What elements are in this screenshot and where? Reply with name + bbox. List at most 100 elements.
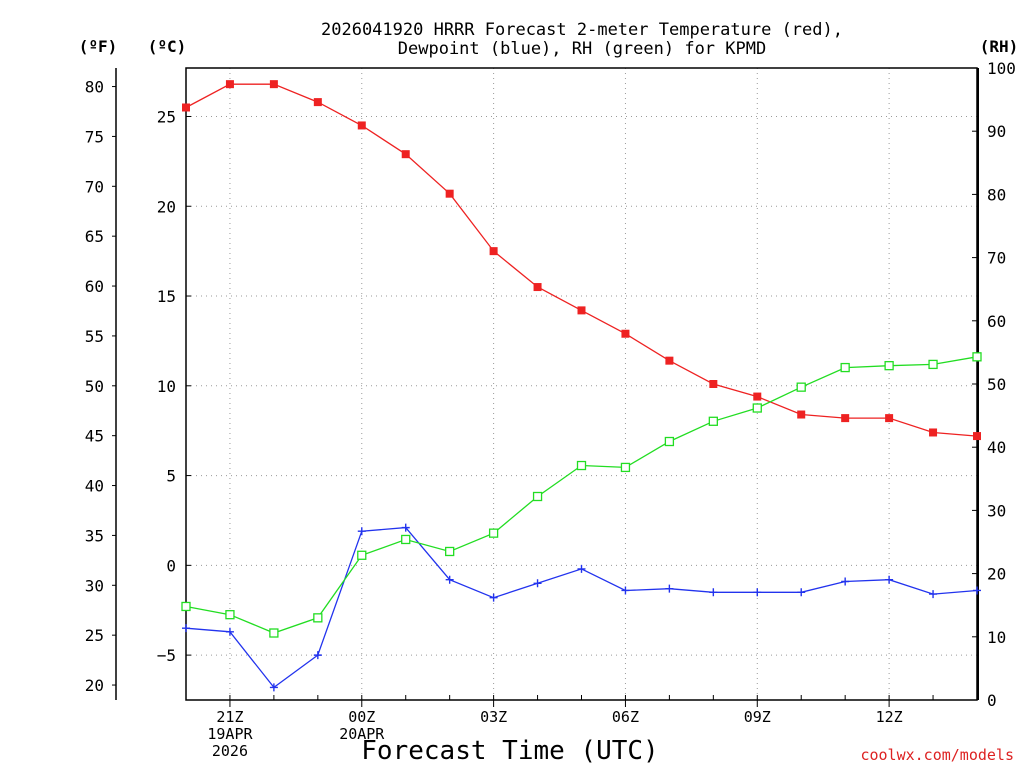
celsius-tick-label: 25 (157, 107, 176, 126)
fahrenheit-tick-label: 40 (85, 477, 104, 496)
rh-point (752, 403, 762, 413)
dewpoint-point (577, 564, 586, 573)
axes: 807570656055504540353025202520151050−510… (85, 59, 1016, 760)
rh-point (313, 613, 323, 623)
rh-point (181, 601, 191, 612)
dewpoint-point (445, 575, 454, 584)
plot-frame (185, 67, 978, 701)
x-tick-label: 20APR (339, 725, 385, 743)
dewpoint-point (753, 588, 762, 597)
x-tick-label: 21Z (216, 708, 243, 726)
gridlines (186, 68, 977, 700)
x-tick-label: 09Z (744, 708, 771, 726)
rh-point (488, 528, 499, 538)
temperature-point (709, 380, 718, 388)
temperature-point (577, 306, 586, 315)
series-dewpoint (182, 523, 981, 692)
temperature-point (533, 283, 542, 292)
rh-tick-label: 0 (987, 691, 997, 710)
dewpoint-point (621, 586, 630, 595)
fahrenheit-tick-label: 45 (85, 427, 104, 446)
chart-title-line1: 2026041920 HRRR Forecast 2-meter Tempera… (321, 20, 843, 40)
dewpoint-point (841, 577, 850, 586)
rh-tick-label: 30 (987, 501, 1006, 520)
fahrenheit-tick-label: 25 (85, 626, 104, 645)
fahrenheit-tick-label: 35 (85, 526, 104, 545)
temperature-point (885, 414, 894, 423)
rh-point (796, 382, 806, 392)
fahrenheit-tick-label: 65 (85, 227, 104, 246)
fahrenheit-tick-label: 75 (85, 127, 104, 146)
celsius-tick-label: 20 (157, 197, 176, 216)
chart-title-line2: Dewpoint (blue), RH (green) for KPMD (398, 39, 766, 59)
temperature-point (357, 121, 366, 130)
x-tick-label: 12Z (876, 708, 903, 726)
temperature-point (665, 356, 674, 365)
dewpoint-point (357, 527, 366, 536)
temperature-point (445, 189, 454, 198)
celsius-tick-label: 5 (166, 467, 176, 486)
rh-point (357, 550, 367, 560)
fahrenheit-unit-label: (ºF) (79, 37, 118, 56)
x-tick-label: 00Z (348, 708, 375, 726)
dewpoint-point (797, 588, 806, 597)
series-temperature (182, 80, 981, 441)
x-tick-label: 2026 (212, 742, 248, 760)
rh-point (620, 462, 631, 473)
celsius-tick-label: 0 (166, 556, 176, 575)
celsius-tick-label: −5 (157, 646, 176, 665)
rh-tick-label: 20 (987, 565, 1006, 584)
dewpoint-line (185, 526, 978, 689)
dewpoint-point (533, 579, 542, 588)
dewpoint-point (269, 683, 278, 692)
dewpoint-point (182, 624, 190, 633)
rh-point (225, 610, 235, 620)
x-axis-label: Forecast Time (UTC) (361, 736, 658, 766)
dewpoint-point (225, 627, 234, 636)
dewpoint-point (401, 523, 410, 532)
x-tick-label: 03Z (480, 708, 507, 726)
fahrenheit-tick-label: 30 (85, 576, 104, 595)
rh-point (576, 460, 587, 471)
fahrenheit-tick-label: 20 (85, 676, 104, 695)
x-tick-label: 19APR (207, 725, 253, 743)
rh-point (972, 352, 982, 362)
rh-point (401, 534, 411, 545)
dewpoint-point (665, 584, 674, 593)
rh-point (269, 628, 279, 638)
rh-tick-label: 50 (987, 375, 1006, 394)
temperature-point (841, 414, 850, 423)
fahrenheit-tick-label: 80 (85, 78, 104, 97)
rh-point (708, 416, 718, 426)
dewpoint-point (929, 590, 938, 599)
rh-tick-label: 10 (987, 628, 1006, 647)
rh-tick-label: 60 (987, 312, 1006, 331)
fahrenheit-tick-label: 70 (85, 177, 104, 196)
rh-point (840, 362, 850, 373)
rh-point (532, 491, 543, 502)
rh-tick-label: 40 (987, 438, 1006, 457)
temperature-point (489, 247, 498, 256)
temperature-point (269, 80, 278, 89)
temperature-point (182, 103, 190, 112)
dewpoint-point (885, 575, 894, 584)
dewpoint-point (973, 586, 981, 595)
rh-point (928, 359, 938, 370)
temperature-point (401, 150, 410, 159)
rh-point (664, 436, 675, 447)
temperature-point (621, 329, 630, 338)
dewpoint-point (489, 593, 498, 602)
temperature-line (185, 83, 978, 437)
rh-point (445, 546, 455, 557)
series-rh (181, 352, 982, 638)
celsius-tick-label: 15 (157, 287, 176, 306)
temperature-point (973, 432, 981, 441)
dewpoint-point (709, 588, 718, 597)
rh-tick-label: 80 (987, 185, 1006, 204)
temperature-point (929, 428, 938, 437)
rh-tick-label: 100 (987, 59, 1016, 78)
temperature-point (225, 80, 234, 89)
fahrenheit-tick-label: 55 (85, 327, 104, 346)
temperature-point (753, 392, 762, 401)
